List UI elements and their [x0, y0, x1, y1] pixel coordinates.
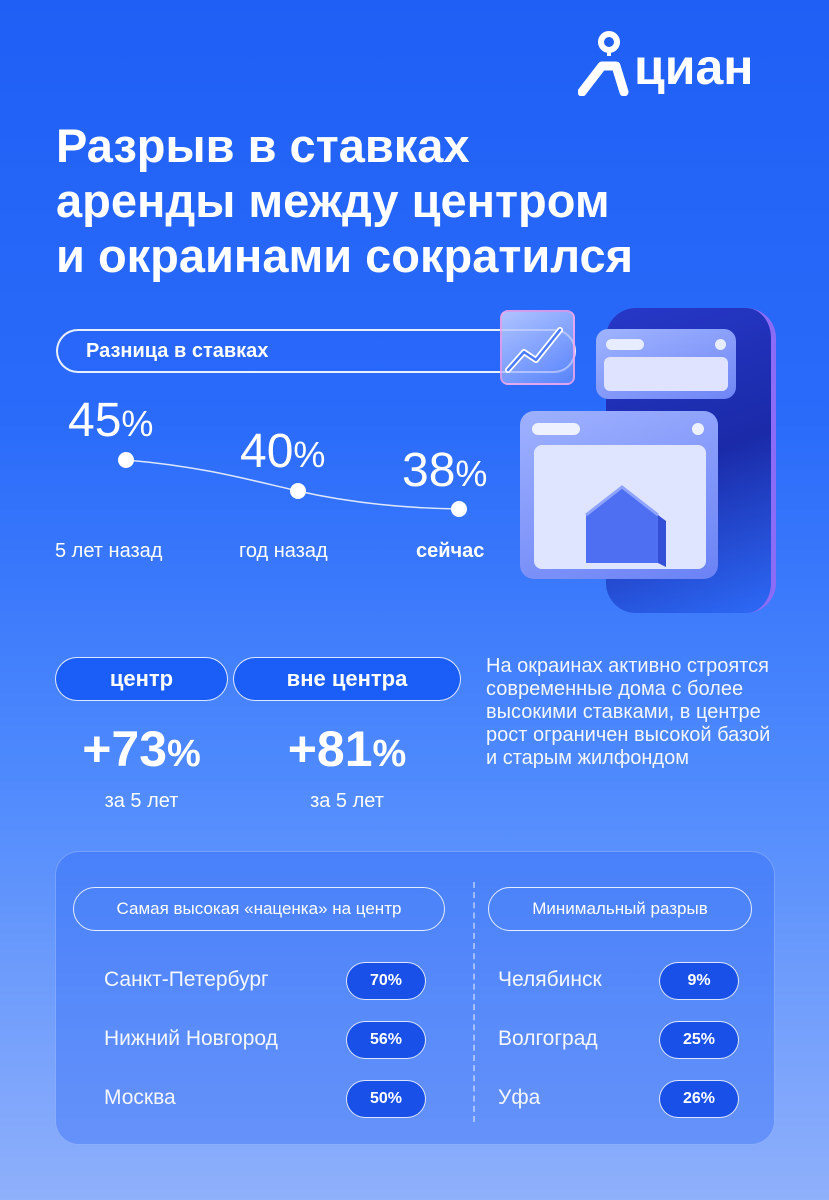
rate-gap-value: 38%: [402, 447, 487, 498]
rate-gap-period: год назад: [239, 540, 328, 562]
description-text: На окраинах активно строятся современные…: [486, 655, 771, 769]
data-point: [451, 501, 467, 517]
gap-value: 26%: [659, 1080, 739, 1118]
outside-center-pill: вне центра: [233, 657, 461, 701]
column-divider: [473, 882, 475, 1122]
gap-value: 9%: [659, 962, 739, 1000]
value-unit: %: [455, 453, 488, 494]
outside-growth-period: за 5 лет: [310, 790, 384, 812]
value-number: 45: [68, 394, 122, 447]
rate-gap-value: 40%: [240, 428, 325, 479]
pin-person-icon: [578, 31, 629, 96]
page-title: Разрыв в ставках аренды между центром и …: [56, 118, 776, 283]
logo-wordmark: циан: [634, 39, 754, 95]
value-number: 38: [402, 444, 456, 497]
rate-gap-value: 45%: [68, 397, 153, 448]
value-unit: %: [121, 403, 154, 444]
city-name: Волгоград: [498, 1027, 598, 1050]
data-point: [290, 483, 306, 499]
rate-gap-pill: Разница в ставках: [56, 329, 576, 373]
center-pill-label: центр: [109, 666, 174, 691]
city-name: Москва: [104, 1086, 176, 1109]
value-number: +73: [82, 721, 168, 777]
rate-gap-period: сейчас: [416, 540, 485, 562]
title-line: Разрыв в ставках: [56, 119, 470, 172]
cian-logo: циан: [578, 30, 778, 100]
markup-value: 56%: [346, 1021, 426, 1059]
value-unit: %: [293, 434, 326, 475]
rate-gap-pill-label: Разница в ставках: [86, 339, 269, 362]
city-name: Уфа: [498, 1086, 541, 1109]
house-icon: [585, 485, 666, 567]
value-number: 40: [240, 425, 294, 478]
data-point: [118, 452, 134, 468]
title-line: аренды между центром: [56, 174, 610, 227]
value-number: +81: [287, 721, 373, 777]
title-line: и окраинами сократился: [56, 229, 634, 282]
value-unit: %: [372, 733, 407, 775]
minimal-gap-header: Минимальный разрыв: [488, 887, 752, 931]
trend-chart-icon: [500, 310, 575, 385]
center-pill: центр: [55, 657, 228, 701]
city-comparison-card: Самая высокая «наценка» на центр Минимал…: [55, 851, 775, 1145]
window-illustration-large: [520, 411, 718, 579]
markup-value: 70%: [346, 962, 426, 1000]
rate-gap-period: 5 лет назад: [55, 540, 163, 562]
rate-gap-line-chart: [118, 452, 467, 517]
city-name: Челябинск: [498, 968, 602, 991]
center-growth-value: +73%: [55, 724, 228, 779]
highest-markup-header: Самая высокая «наценка» на центр: [73, 887, 445, 931]
outside-pill-label: вне центра: [286, 666, 408, 691]
outside-growth-value: +81%: [233, 724, 461, 779]
gap-value: 25%: [659, 1021, 739, 1059]
markup-value: 50%: [346, 1080, 426, 1118]
value-unit: %: [167, 733, 201, 775]
window-illustration-small: [596, 329, 736, 399]
city-name: Нижний Новгород: [104, 1027, 278, 1050]
center-growth-period: за 5 лет: [104, 790, 179, 812]
city-name: Санкт-Петербург: [104, 968, 269, 991]
